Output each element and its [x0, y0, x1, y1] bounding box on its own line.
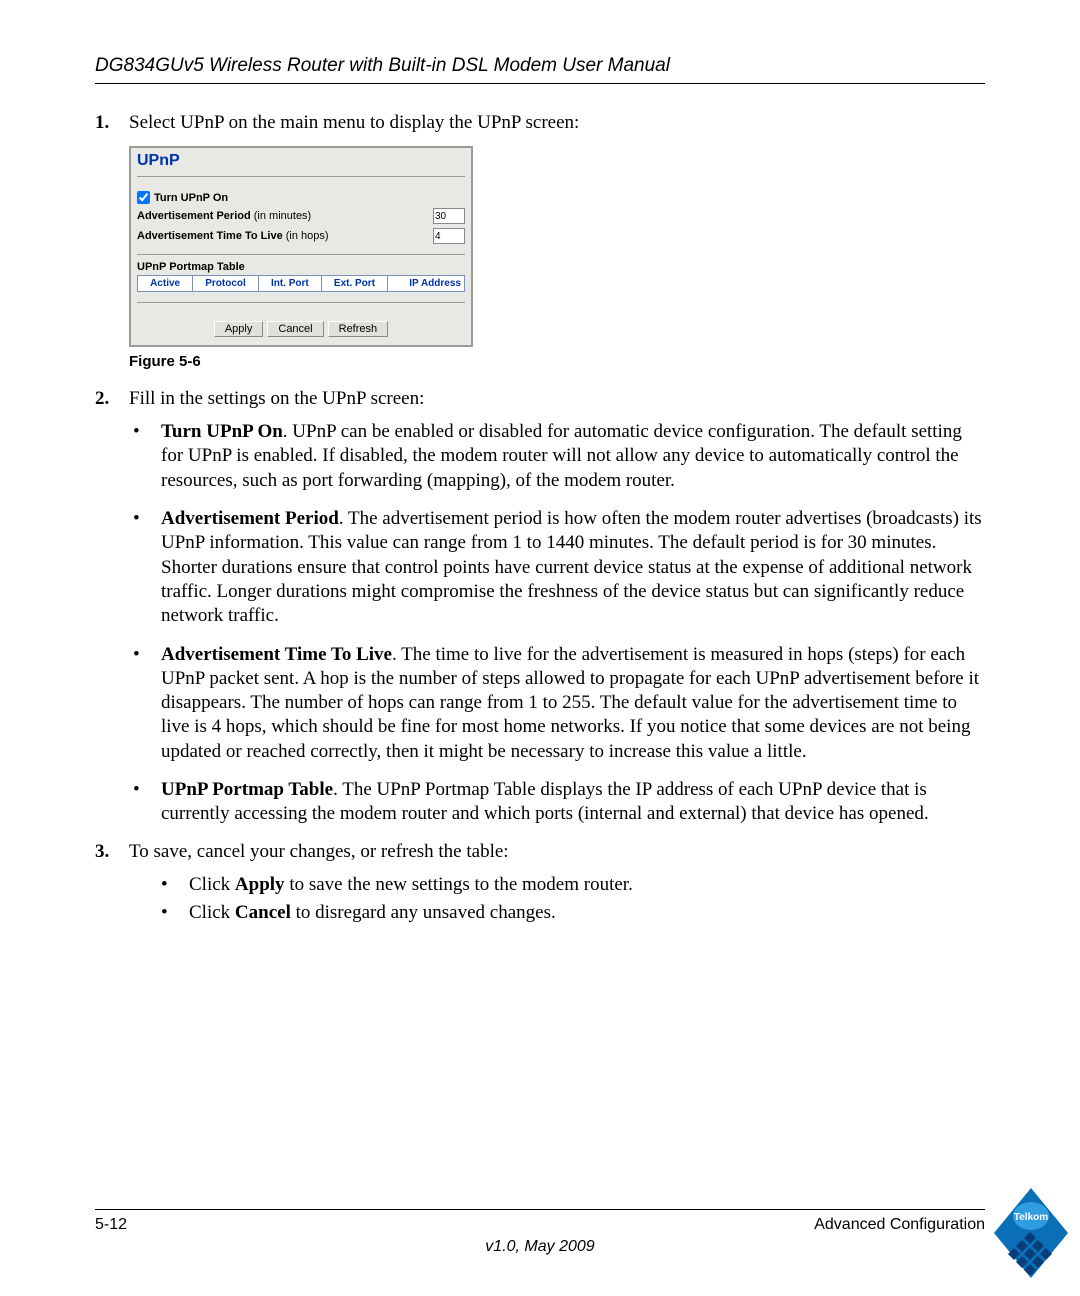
svg-text:Telkom: Telkom — [1014, 1212, 1048, 1223]
adv-ttl-label: Advertisement Time To Live (in hops) — [137, 230, 329, 242]
header-rule — [95, 83, 985, 84]
step-3-text: To save, cancel your changes, or refresh… — [129, 841, 985, 863]
col-protocol: Protocol — [193, 276, 259, 291]
telkom-logo-icon: Telkom — [994, 1188, 1068, 1278]
col-active: Active — [138, 276, 193, 291]
portmap-table-header: Active Protocol Int. Port Ext. Port IP A… — [137, 275, 465, 292]
adv-period-row: Advertisement Period (in minutes) — [137, 208, 465, 224]
step-3-num: 3. — [95, 841, 129, 863]
bullet-dot-icon: • — [129, 420, 161, 493]
upnp-button-row: Apply Cancel Refresh — [137, 321, 465, 337]
figure-caption: Figure 5-6 — [129, 353, 985, 370]
turn-upnp-on-row: Turn UPnP On — [137, 191, 465, 204]
footer-section: Advanced Configuration — [814, 1216, 985, 1234]
step-2-num: 2. — [95, 388, 129, 410]
footer-page-number: 5-12 — [95, 1216, 127, 1234]
settings-bullets: • Turn UPnP On. UPnP can be enabled or d… — [129, 420, 985, 827]
step-1: 1. Select UPnP on the main menu to displ… — [95, 112, 985, 134]
adv-period-label: Advertisement Period (in minutes) — [137, 210, 311, 222]
upnp-screenshot: UPnP Turn UPnP On Advertisement Period (… — [129, 146, 985, 347]
bullet-adv-period: • Advertisement Period. The advertisemen… — [129, 507, 985, 629]
bullet-dot-icon: • — [129, 643, 161, 765]
footer-version: v1.0, May 2009 — [95, 1238, 985, 1256]
header-title: DG834GUv5 Wireless Router with Built-in … — [95, 55, 985, 77]
footer-rule — [95, 1209, 985, 1210]
apply-button[interactable]: Apply — [214, 321, 264, 337]
bullet-portmap-table: • UPnP Portmap Table. The UPnP Portmap T… — [129, 778, 985, 827]
bullet-dot-icon: • — [157, 901, 189, 925]
step-1-num: 1. — [95, 112, 129, 134]
portmap-title: UPnP Portmap Table — [137, 261, 465, 273]
bullet-dot-icon: • — [157, 873, 189, 897]
col-intport: Int. Port — [259, 276, 322, 291]
upnp-divider — [137, 254, 465, 255]
step-1-text: Select UPnP on the main menu to display … — [129, 112, 985, 134]
turn-upnp-on-label: Turn UPnP On — [154, 192, 228, 204]
cancel-button[interactable]: Cancel — [267, 321, 323, 337]
upnp-box: UPnP Turn UPnP On Advertisement Period (… — [129, 146, 473, 347]
step-2: 2. Fill in the settings on the UPnP scre… — [95, 388, 985, 410]
step-3-sub-bullets: • Click Apply to save the new settings t… — [157, 873, 985, 926]
adv-ttl-input[interactable] — [433, 228, 465, 244]
refresh-button[interactable]: Refresh — [328, 321, 389, 337]
bullet-turn-upnp-on: • Turn UPnP On. UPnP can be enabled or d… — [129, 420, 985, 493]
bullet-dot-icon: • — [129, 507, 161, 629]
step-3: 3. To save, cancel your changes, or refr… — [95, 841, 985, 863]
col-extport: Ext. Port — [322, 276, 388, 291]
bullet-dot-icon: • — [129, 778, 161, 827]
sub-bullet-cancel: • Click Cancel to disregard any unsaved … — [157, 901, 985, 925]
adv-period-input[interactable] — [433, 208, 465, 224]
page-footer: 5-12 Advanced Configuration v1.0, May 20… — [95, 1209, 985, 1256]
bullet-adv-ttl: • Advertisement Time To Live. The time t… — [129, 643, 985, 765]
sub-bullet-apply: • Click Apply to save the new settings t… — [157, 873, 985, 897]
step-2-text: Fill in the settings on the UPnP screen: — [129, 388, 985, 410]
upnp-panel-title: UPnP — [137, 152, 465, 177]
col-ip: IP Address — [388, 276, 464, 291]
turn-upnp-on-checkbox[interactable] — [137, 191, 150, 204]
upnp-divider-2 — [137, 302, 465, 303]
adv-ttl-row: Advertisement Time To Live (in hops) — [137, 228, 465, 244]
